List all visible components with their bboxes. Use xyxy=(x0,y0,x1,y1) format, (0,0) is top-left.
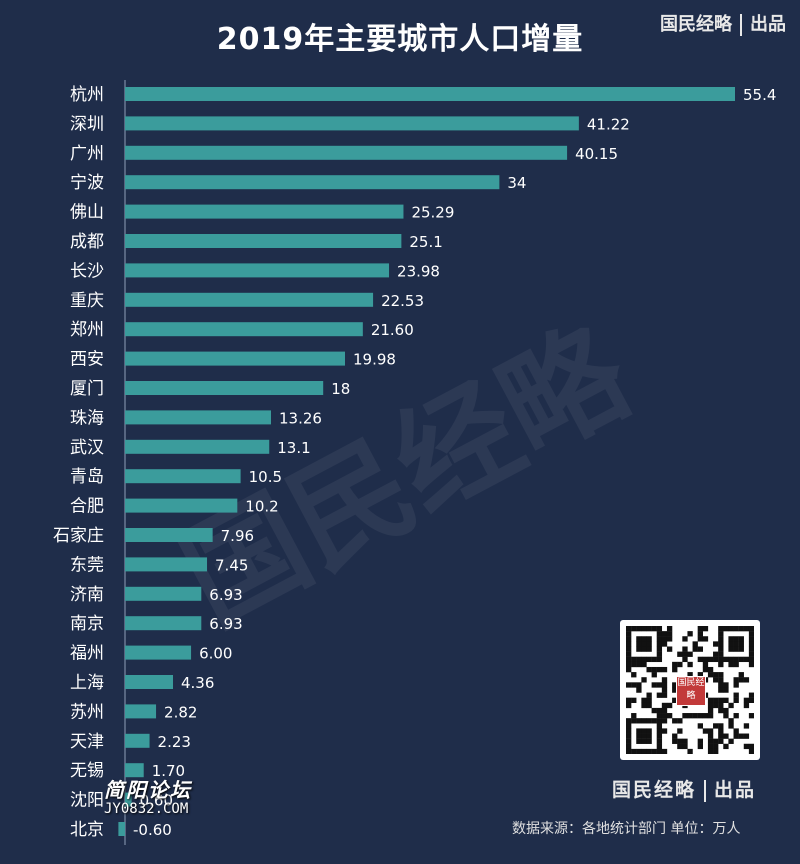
bar-22 xyxy=(125,733,150,748)
bar-14 xyxy=(125,498,238,513)
value-label: 2.82 xyxy=(164,703,197,721)
chart-title: 2019年主要城市人口增量 xyxy=(216,22,584,57)
value-label: 13.1 xyxy=(277,439,310,457)
forum-watermark: 简阳论坛 JY0832.COM xyxy=(104,774,192,817)
brand-divider xyxy=(740,14,742,36)
bar-20 xyxy=(125,675,174,689)
category-label: 成都 xyxy=(70,232,104,252)
value-label: 7.96 xyxy=(221,527,254,545)
category-label: 武汉 xyxy=(70,438,104,458)
brand-bottom-divider xyxy=(704,780,707,802)
bar-5 xyxy=(125,234,402,248)
value-label: -0.60 xyxy=(133,821,172,839)
category-label: 郑州 xyxy=(70,320,104,340)
brand-top: 国民经略 出品 xyxy=(660,10,786,36)
bar-19 xyxy=(125,645,192,660)
value-label: 10.5 xyxy=(249,468,282,486)
category-label: 天津 xyxy=(70,732,104,752)
value-label: 10.2 xyxy=(245,498,278,516)
category-label: 南京 xyxy=(70,614,104,634)
bar-3 xyxy=(125,175,500,190)
bar-21 xyxy=(125,704,157,719)
category-label: 上海 xyxy=(70,673,104,693)
value-label: 1.70 xyxy=(152,762,185,780)
category-label: 济南 xyxy=(70,585,104,605)
value-label: 7.45 xyxy=(215,556,248,574)
brand-bottom-suffix: 出品 xyxy=(714,779,757,801)
value-label: 41.22 xyxy=(587,115,630,133)
category-label: 杭州 xyxy=(70,85,104,105)
bar-9 xyxy=(125,351,345,366)
bar-23 xyxy=(125,763,144,778)
category-label: 无锡 xyxy=(70,761,104,781)
value-label: 25.29 xyxy=(411,204,454,222)
category-label: 东莞 xyxy=(70,555,104,575)
brand-bottom-name: 国民经略 xyxy=(612,779,697,801)
category-label: 广州 xyxy=(70,144,104,164)
bar-25 xyxy=(118,822,125,836)
value-label: 19.98 xyxy=(353,351,396,369)
value-label: 40.15 xyxy=(575,145,618,163)
bar-15 xyxy=(125,528,213,542)
forum-name: 简阳论坛 xyxy=(104,778,192,802)
value-label: 13.26 xyxy=(279,409,322,427)
category-label: 苏州 xyxy=(70,702,104,722)
value-label: 18 xyxy=(331,380,350,398)
bar-11 xyxy=(125,410,272,425)
category-label: 佛山 xyxy=(70,203,104,223)
bar-13 xyxy=(125,469,241,484)
bar-1 xyxy=(125,116,579,131)
bar-24 xyxy=(125,792,132,807)
category-label: 青岛 xyxy=(70,467,104,487)
category-label: 西安 xyxy=(70,350,104,370)
bar-16 xyxy=(125,557,208,572)
value-label: 25.1 xyxy=(409,233,442,251)
value-label: 6.93 xyxy=(209,615,242,633)
qr-seal-logo: 国民经略 xyxy=(676,676,706,706)
value-label: 23.98 xyxy=(397,262,440,280)
value-label: 2.23 xyxy=(158,733,191,751)
brand-bottom: 国民经略 出品 xyxy=(612,775,756,802)
category-label: 合肥 xyxy=(70,497,104,517)
bar-6 xyxy=(125,263,390,278)
value-label: 4.36 xyxy=(181,674,214,692)
category-label: 厦门 xyxy=(70,379,104,399)
category-label: 沈阳 xyxy=(70,791,104,811)
value-label: 6.93 xyxy=(209,586,242,604)
category-label: 重庆 xyxy=(70,291,104,311)
value-label: 22.53 xyxy=(381,292,424,310)
value-label: 34 xyxy=(507,174,526,192)
data-source: 数据来源：各地统计部门 单位：万人 xyxy=(512,821,741,837)
value-label: 6.00 xyxy=(199,645,232,663)
qr-code: 国民经略 xyxy=(620,620,760,760)
bar-8 xyxy=(125,322,363,337)
category-label: 珠海 xyxy=(70,408,104,428)
bar-17 xyxy=(125,586,202,601)
bar-18 xyxy=(125,616,202,631)
bar-10 xyxy=(125,381,324,395)
bar-0 xyxy=(125,87,735,101)
category-label: 石家庄 xyxy=(53,526,104,546)
value-label: 55.4 xyxy=(743,86,776,104)
bar-12 xyxy=(125,439,270,454)
category-label: 宁波 xyxy=(70,173,104,193)
brand-suffix: 出品 xyxy=(750,14,786,35)
category-label: 深圳 xyxy=(70,114,104,134)
bar-4 xyxy=(125,204,404,219)
category-label: 长沙 xyxy=(70,261,104,281)
value-label: 21.60 xyxy=(371,321,414,339)
bar-2 xyxy=(125,145,568,160)
value-label: 0.60 xyxy=(140,792,173,810)
category-label: 福州 xyxy=(70,644,104,664)
category-label: 北京 xyxy=(70,820,104,840)
bar-7 xyxy=(125,292,374,307)
brand-name: 国民经略 xyxy=(660,14,732,35)
forum-url: JY0832.COM xyxy=(104,801,189,817)
